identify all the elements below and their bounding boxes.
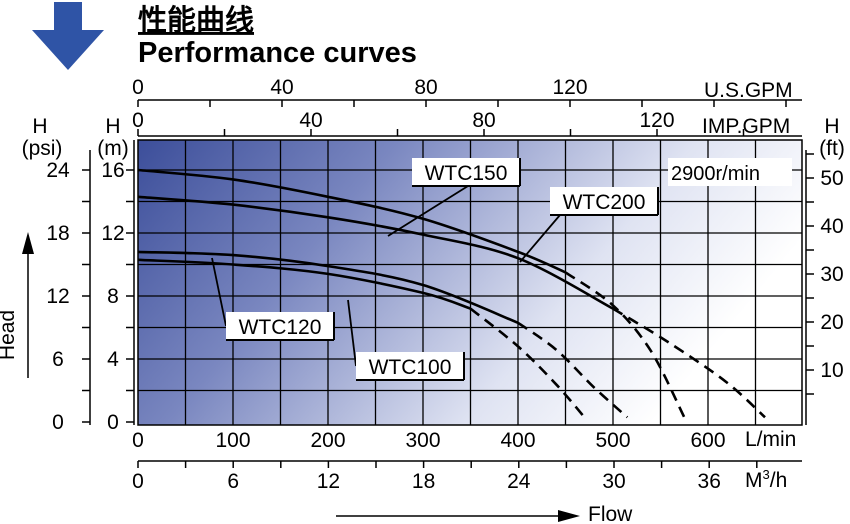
head-m-tick-label: 0 [107, 411, 119, 434]
label-wtc200: WTC200 [563, 191, 646, 214]
lmin-tick-label: 100 [215, 429, 250, 452]
m3h-axis-label: M3/h [745, 467, 787, 492]
usgpm-tick-label: 80 [414, 76, 437, 99]
m3h-tick-label: 6 [227, 470, 239, 493]
curve-wtc200-solid [137, 195, 614, 310]
usgpm-axis: 0 40 80 120 [132, 76, 802, 107]
down-arrow-icon [32, 2, 104, 70]
label-box-wtc200 [550, 187, 658, 215]
head-m-tick-label: 4 [107, 348, 119, 371]
head-ft-axis: 10 20 30 40 50 [805, 150, 844, 425]
head-psi-tick-label: 12 [46, 285, 69, 308]
usgpm-axis-label: U.S.GPM [704, 79, 793, 102]
speed-label: 2900r/min [671, 163, 760, 185]
lmin-axis-label: L/min [745, 428, 796, 451]
leader-wtc100 [347, 299, 357, 367]
usgpm-tick-label: 120 [552, 76, 587, 99]
impgpm-axis: 0 40 80 120 [132, 109, 802, 137]
lmin-axis: 0 100 200 300 400 500 600 [132, 429, 725, 452]
curve-wtc150-dashed [564, 271, 686, 418]
head-m-tick-label: 16 [101, 159, 124, 182]
leader-wtc150 [387, 185, 469, 237]
label-wtc100: WTC100 [369, 356, 452, 379]
m3h-tick-label: 0 [132, 470, 144, 493]
label-wtc150: WTC150 [425, 162, 508, 185]
lmin-tick-label: 400 [500, 429, 535, 452]
head-psi-letter: H [32, 115, 47, 138]
flow-axis-title: Flow [588, 503, 633, 524]
head-axis-title: Head [0, 310, 19, 360]
label-wtc120: WTC120 [239, 316, 322, 339]
impgpm-tick-label: 80 [472, 109, 495, 132]
head-psi-axis: 0 6 12 18 24 [46, 150, 91, 434]
curve-labels: WTC150 WTC200 WTC120 WTC100 [211, 158, 659, 381]
lmin-tick-label: 300 [405, 429, 440, 452]
head-ft-tick-label: 20 [820, 311, 843, 334]
speed-label-box [668, 158, 792, 186]
head-arrow-icon [22, 232, 34, 254]
pump-curves [137, 168, 766, 419]
head-ft-tick-label: 40 [820, 215, 843, 238]
lmin-tick-label: 0 [132, 429, 144, 452]
head-m-letter: H [105, 115, 120, 138]
m3h-tick-label: 30 [602, 470, 625, 493]
head-psi-tick-label: 24 [46, 159, 70, 182]
plot-frame [137, 139, 803, 426]
head-m-unit: (m) [97, 137, 128, 160]
curve-wtc150-solid [137, 168, 567, 274]
title-english: Performance curves [138, 37, 417, 69]
m3h-tick-label: 12 [317, 470, 340, 493]
m3h-tick-label: 18 [412, 470, 435, 493]
flow-arrow-icon [558, 510, 580, 522]
header: 性能曲线 Performance curves [32, 2, 417, 70]
impgpm-tick-label: 120 [639, 109, 674, 132]
m3h-tick-label: 24 [507, 470, 531, 493]
leader-wtc200 [519, 214, 561, 263]
usgpm-tick-label: 40 [270, 76, 293, 99]
label-box-wtc100 [356, 352, 464, 380]
head-psi-unit: (psi) [22, 137, 63, 160]
head-ft-unit: (ft) [819, 137, 845, 160]
curve-wtc200-dashed [612, 307, 766, 419]
lmin-tick-label: 500 [595, 429, 630, 452]
curve-wtc100-dashed [469, 307, 586, 419]
label-box-wtc120 [226, 312, 334, 340]
curve-wtc120-solid [137, 250, 519, 325]
m3h-axis: 0 6 12 18 24 30 36 [132, 460, 802, 493]
leader-wtc120 [211, 257, 227, 327]
usgpm-tick-label: 0 [132, 76, 144, 99]
lmin-tick-label: 600 [690, 429, 725, 452]
head-ft-tick-label: 30 [820, 263, 843, 286]
m3h-tick-label: 36 [698, 470, 721, 493]
head-ft-tick-label: 50 [820, 167, 843, 190]
title-chinese: 性能曲线 [138, 4, 254, 37]
label-box-wtc150 [412, 158, 520, 186]
curve-wtc100-solid [137, 258, 471, 310]
impgpm-tick-label: 40 [299, 109, 322, 132]
head-m-tick-label: 12 [101, 222, 124, 245]
head-m-tick-label: 8 [107, 285, 119, 308]
head-ft-letter: H [824, 115, 839, 138]
lmin-tick-label: 200 [310, 429, 345, 452]
head-psi-tick-label: 18 [46, 222, 69, 245]
curve-wtc120-dashed [517, 321, 629, 419]
head-psi-tick-label: 0 [52, 411, 64, 434]
head-m-axis: 0 4 8 12 16 [101, 140, 135, 434]
impgpm-axis-label: IMP.GPM [702, 115, 790, 138]
impgpm-tick-label: 0 [132, 109, 144, 132]
head-psi-tick-label: 6 [52, 348, 64, 371]
head-ft-tick-label: 10 [820, 359, 843, 382]
